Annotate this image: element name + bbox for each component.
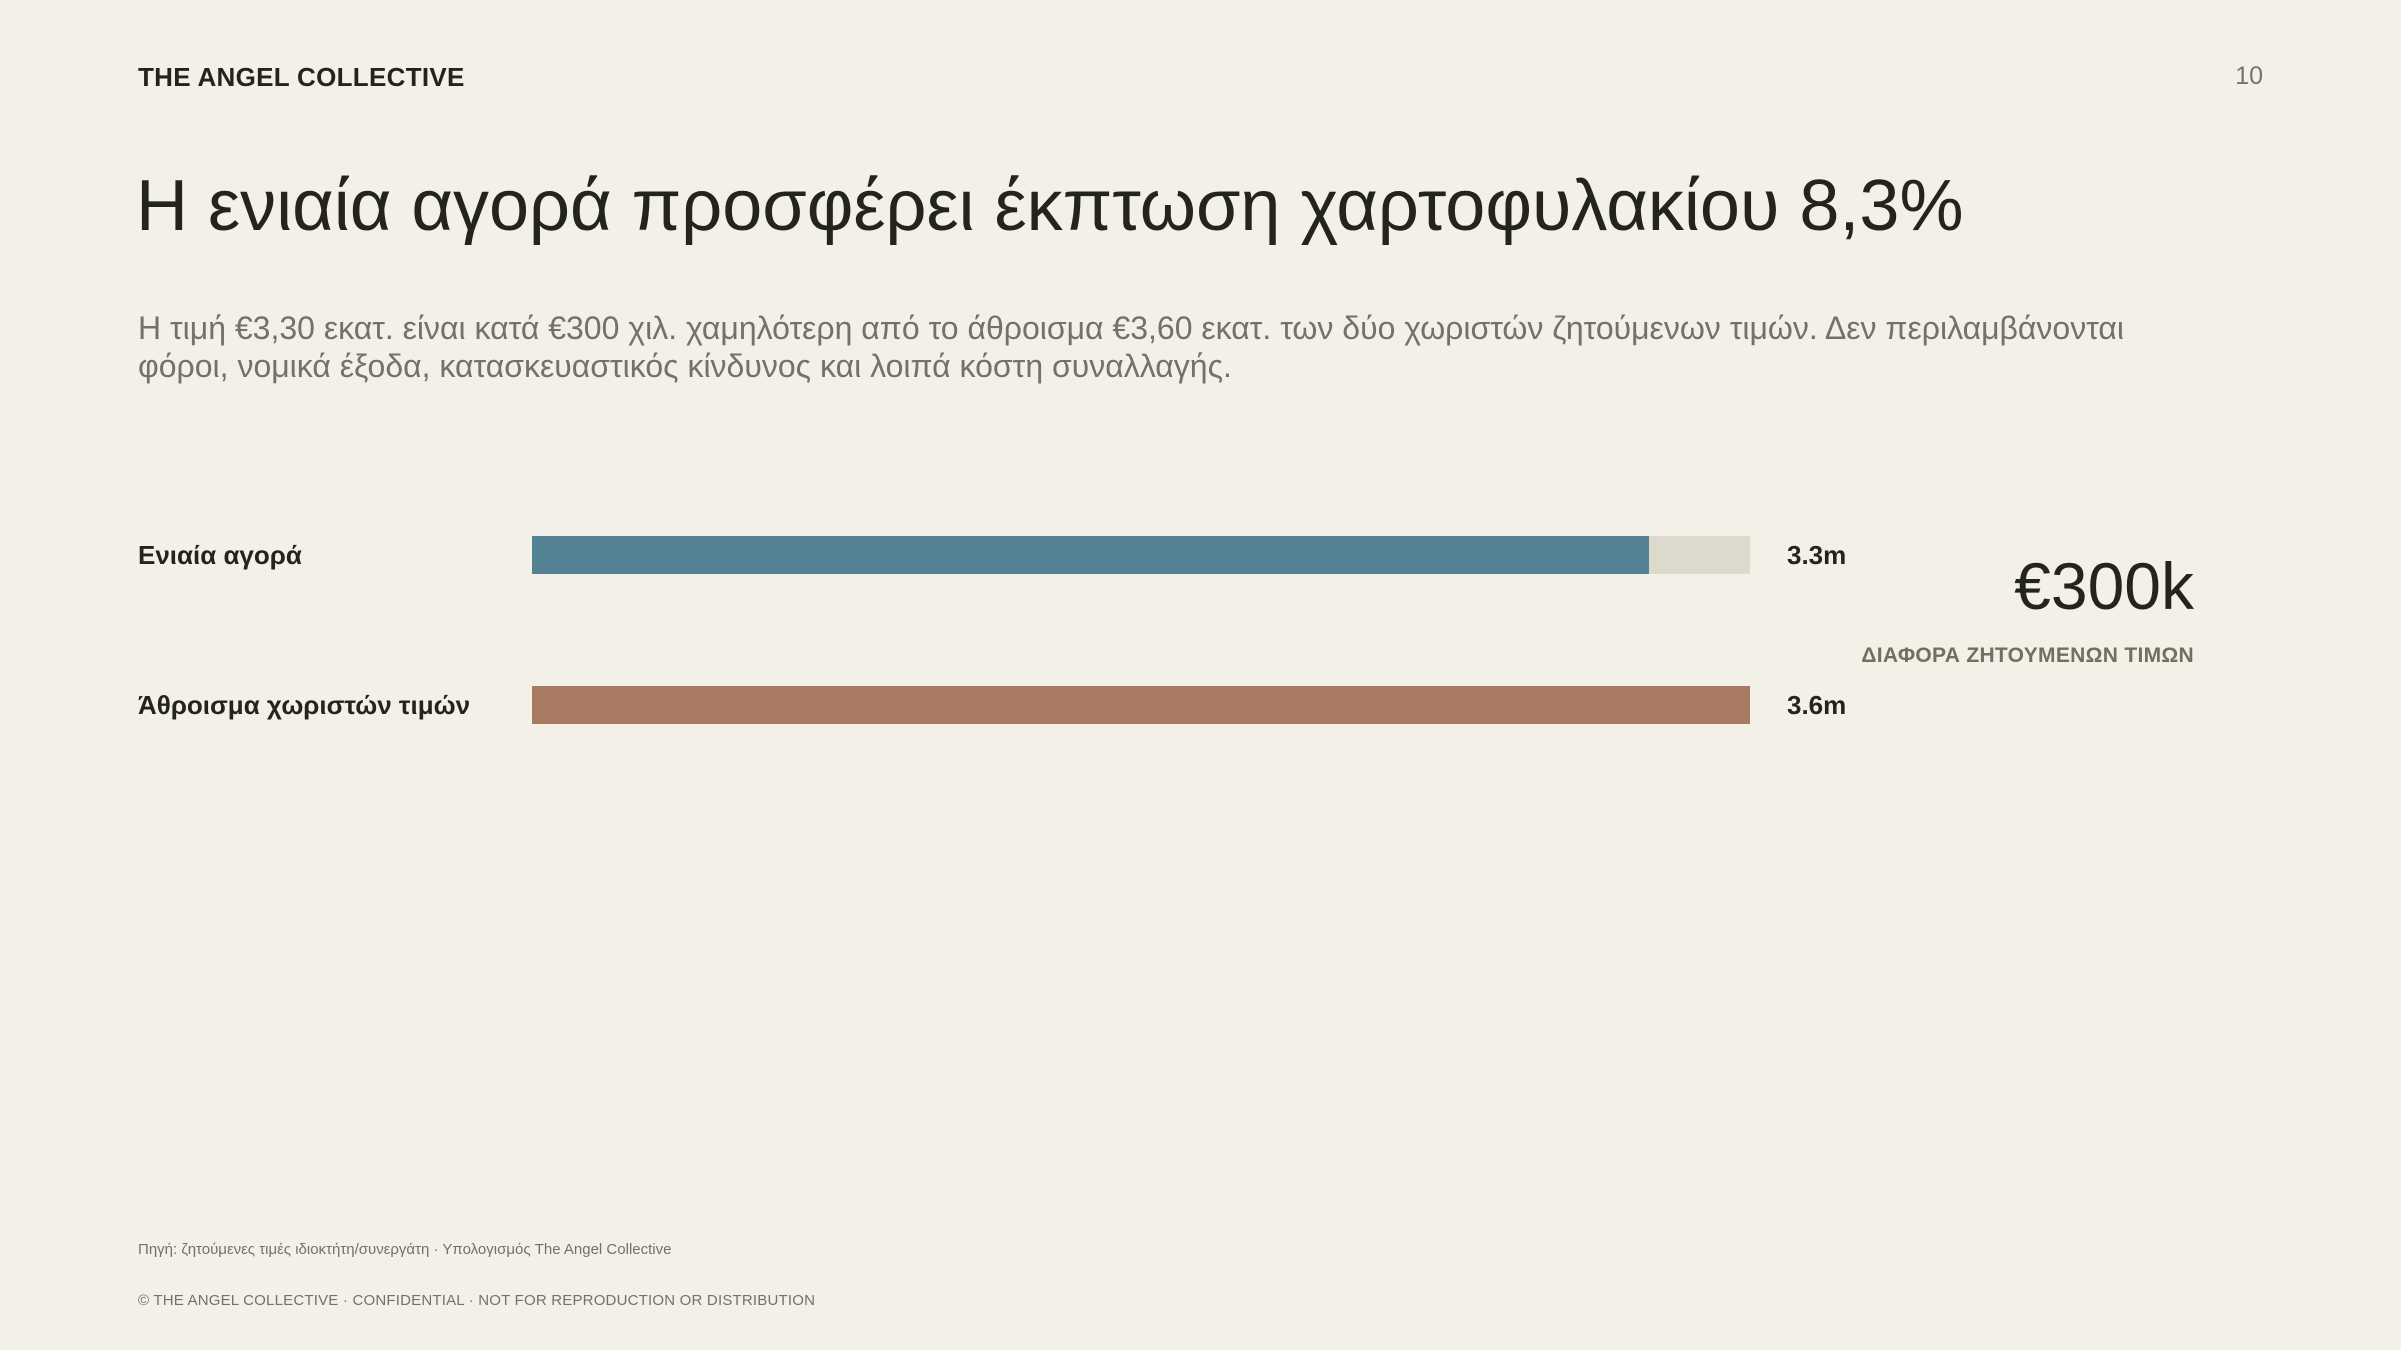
bar-label: Άθροισμα χωριστών τιμών [138, 690, 471, 720]
bar-row: Ενιαία αγορά 3.3m [138, 536, 1900, 574]
source-note: Πηγή: ζητούμενες τιμές ιδιοκτήτη/συνεργά… [138, 1241, 672, 1258]
bar-value-label: 3.3m [1787, 540, 1847, 570]
bar-row: Άθροισμα χωριστών τιμών 3.6m [138, 686, 1900, 724]
kpi-callout: €300k ΔΙΑΦΟΡΑ ΖΗΤΟΥΜΕΝΩΝ ΤΙΜΩΝ [1861, 550, 2194, 668]
page-number: 10 [2235, 62, 2263, 90]
bar-value-label: 3.6m [1787, 690, 1847, 720]
footer-copyright: © THE ANGEL COLLECTIVE · CONFIDENTIAL · … [138, 1292, 816, 1309]
kpi-value: €300k [2014, 549, 2194, 623]
bar-label: Ενιαία αγορά [138, 540, 302, 570]
kpi-label: ΔΙΑΦΟΡΑ ΖΗΤΟΥΜΕΝΩΝ ΤΙΜΩΝ [1861, 644, 2194, 667]
bar [532, 686, 1750, 724]
bar [532, 536, 1649, 574]
bar-track [532, 536, 1750, 574]
brand-name: THE ANGEL COLLECTIVE [138, 62, 465, 92]
slide-title: Η ενιαία αγορά προσφέρει έκπτωση χαρτοφυ… [136, 166, 1964, 246]
slide-subtitle: Η τιμή €3,30 εκατ. είναι κατά €300 χιλ. … [138, 310, 2125, 384]
bar-chart: Ενιαία αγορά 3.3m Άθροισμα χωριστών τιμώ… [138, 536, 1900, 734]
bar-track [532, 686, 1750, 724]
